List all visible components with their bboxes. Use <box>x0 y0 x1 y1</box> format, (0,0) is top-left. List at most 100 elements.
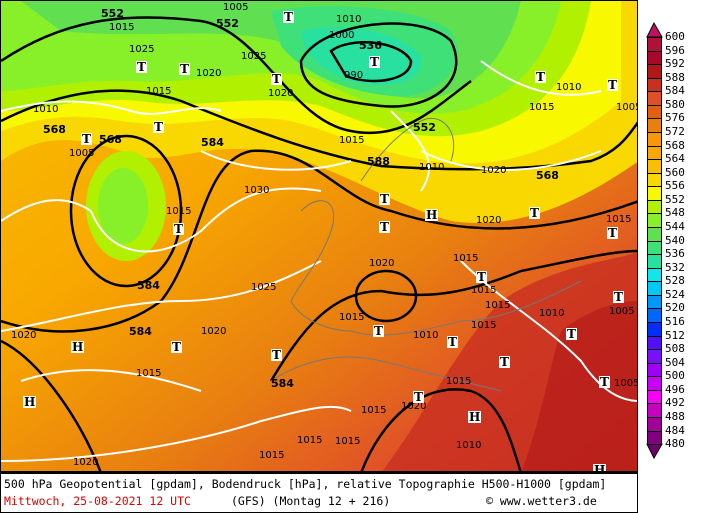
legend-label: 600 <box>665 30 685 43</box>
pressure-label: 1005 <box>616 102 637 113</box>
legend-swatch <box>647 131 662 147</box>
legend-label: 584 <box>665 84 685 98</box>
legend-label: 592 <box>665 57 685 71</box>
geopotential-label: 584 <box>137 279 160 292</box>
pressure-label: 1015 <box>606 214 632 225</box>
legend-swatch <box>647 349 662 364</box>
pressure-label: 1015 <box>339 312 365 323</box>
pressure-label: 1015 <box>471 320 497 331</box>
legend-swatch <box>647 77 662 93</box>
pressure-label: 1010 <box>336 14 362 25</box>
legend-swatch <box>647 226 662 242</box>
legend-swatch <box>647 416 662 432</box>
chart-description: 500 hPa Geopotential [gpdam], Bodendruck… <box>4 477 607 491</box>
model-run: (GFS) (Montag 12 + 216) <box>231 494 391 508</box>
legend-label: 572 <box>665 124 685 138</box>
legend-arrows <box>646 21 663 460</box>
pressure-center-marker: T <box>499 355 510 369</box>
pressure-label: 1020 <box>196 68 222 79</box>
pressure-label: 1020 <box>201 326 227 337</box>
pressure-center-marker: T <box>447 335 458 349</box>
legend-label: 568 <box>665 138 685 152</box>
legend-swatch <box>647 240 662 256</box>
pressure-label: 1010 <box>419 162 445 173</box>
pressure-label: 1000 <box>329 30 355 41</box>
pressure-label: 1030 <box>244 185 270 196</box>
pressure-label: 1020 <box>476 215 502 226</box>
pressure-center-marker: T <box>369 55 380 69</box>
legend-label: 516 <box>665 314 685 328</box>
legend-swatch <box>647 172 662 188</box>
legend-swatch <box>647 213 662 228</box>
pressure-center-marker: T <box>271 72 282 86</box>
legend-label: 480 <box>665 437 685 451</box>
pressure-label: 1015 <box>361 405 387 416</box>
legend-swatch <box>647 389 662 405</box>
pressure-label: 1015 <box>453 253 479 264</box>
shading-cutoff-low-core <box>98 168 148 244</box>
pressure-label: 1020 <box>73 457 99 468</box>
pressure-label: 1015 <box>166 206 192 217</box>
legend-swatch <box>647 403 662 418</box>
pressure-label: 1015 <box>136 368 162 379</box>
legend-swatch <box>647 37 662 52</box>
geopotential-label: 552 <box>413 121 436 134</box>
map-area: 552 552 536 552 568 568 588 584 568 584 584 584 1015… <box>0 0 638 472</box>
pressure-center-marker: T <box>283 10 294 24</box>
color-legend: 600 596 592 588 584 580 576 572 568 564 560 556 552 5… <box>643 20 704 460</box>
legend-swatch <box>647 64 662 79</box>
pressure-label: 1015 <box>485 300 511 311</box>
pressure-center-marker: H <box>71 340 85 354</box>
pressure-label: 1020 <box>268 88 294 99</box>
legend-swatch <box>647 308 662 323</box>
pressure-label: 1010 <box>456 440 482 451</box>
legend-swatch <box>647 267 662 283</box>
pressure-contours <box>1 60 637 462</box>
geopotential-label: 568 <box>43 123 66 136</box>
geopotential-label: 588 <box>367 155 390 168</box>
pressure-label: 1005 <box>609 306 635 317</box>
legend-label: 488 <box>665 409 685 423</box>
pressure-center-marker: T <box>81 132 92 146</box>
valid-date: Mittwoch, 25-08-2021 12 UTC <box>4 494 191 508</box>
legend-swatch <box>647 199 662 215</box>
legend-label: 540 <box>665 233 685 247</box>
legend-swatch <box>647 50 662 66</box>
legend-label: 548 <box>665 206 685 220</box>
legend-top-arrow <box>646 21 663 38</box>
legend-swatch <box>647 376 662 391</box>
legend-label: 596 <box>665 43 685 57</box>
pressure-label: 1020 <box>369 258 395 269</box>
legend-swatch <box>647 362 662 378</box>
pressure-center-marker: T <box>566 327 577 341</box>
legend-swatch <box>647 118 662 133</box>
geopotential-label: 584 <box>201 136 224 149</box>
pressure-label: 1015 <box>529 102 555 113</box>
shading-532 <box>301 27 422 85</box>
pressure-center-marker: H <box>23 395 37 409</box>
pressure-label: 1015 <box>446 376 472 387</box>
legend-label: 588 <box>665 70 685 84</box>
legend-label: 580 <box>665 97 685 111</box>
legend-label: 576 <box>665 111 685 125</box>
pressure-label: 1015 <box>335 436 361 447</box>
geopotential-label: 552 <box>101 7 124 20</box>
pressure-center-marker: T <box>413 390 424 404</box>
legend-swatch <box>647 430 662 446</box>
pressure-label: 1005 <box>223 2 249 13</box>
pressure-center-marker: T <box>271 348 282 362</box>
legend-label: 520 <box>665 301 685 315</box>
pressure-label: 1010 <box>413 330 439 341</box>
legend-label: 560 <box>665 165 685 179</box>
legend-bottom-arrow <box>646 443 663 460</box>
legend-swatch <box>647 254 662 269</box>
legend-swatch <box>647 294 662 310</box>
geopotential-label: 568 <box>99 133 122 146</box>
pressure-label: 1005 <box>614 378 638 389</box>
legend-swatch <box>647 159 662 174</box>
pressure-label: 1005 <box>69 148 95 159</box>
pressure-label: 1020 <box>11 330 37 341</box>
pressure-center-marker: H <box>468 410 482 424</box>
geopotential-label: 584 <box>129 325 152 338</box>
pressure-center-marker: H <box>593 464 607 471</box>
